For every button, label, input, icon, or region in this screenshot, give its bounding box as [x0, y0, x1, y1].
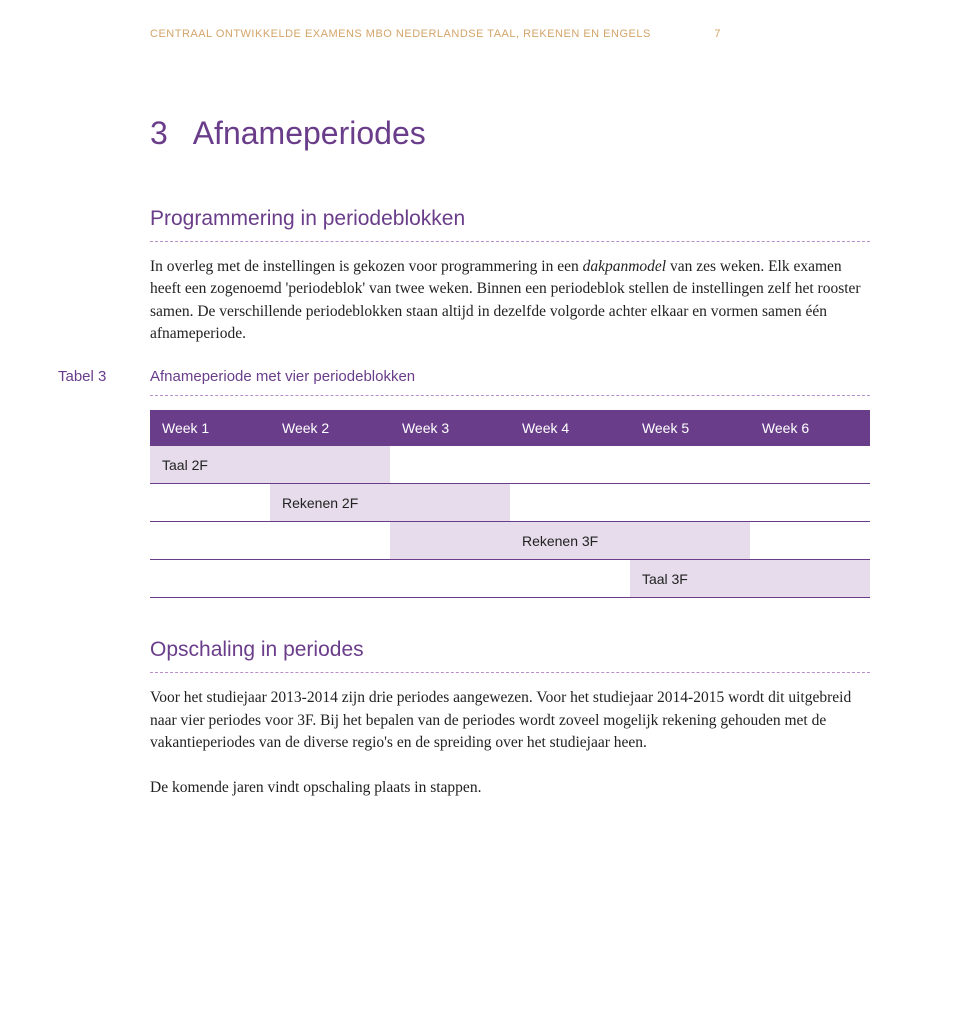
divider	[150, 672, 870, 673]
paragraph-opschaling-2: De komende jaren vindt opschaling plaats…	[150, 777, 870, 799]
table-cell	[630, 484, 750, 522]
table-cell: Rekenen 3F	[510, 522, 630, 560]
paragraph-programmering: In overleg met de instellingen is gekoze…	[150, 256, 870, 346]
table-cell	[750, 446, 870, 484]
section-title-programmering: Programmering in periodeblokken	[150, 207, 870, 231]
table-body: Taal 2FRekenen 2F Rekenen 3FTaal 3F	[150, 446, 870, 598]
table-caption: Afnameperiode met vier periodeblokken	[150, 368, 870, 385]
paragraph-opschaling-1: Voor het studiejaar 2013-2014 zijn drie …	[150, 687, 870, 754]
para-text-before: In overleg met de instellingen is gekoze…	[150, 258, 583, 275]
table-row: Taal 3F	[150, 560, 870, 598]
table-cell	[630, 522, 750, 560]
running-header-text: CENTRAAL ONTWIKKELDE EXAMENS MBO NEDERLA…	[150, 28, 651, 40]
chapter-number: 3	[150, 115, 168, 151]
table-cell	[510, 446, 630, 484]
table-cell	[390, 560, 510, 598]
table-cell	[750, 522, 870, 560]
divider	[150, 395, 870, 396]
para-text-em: dakpanmodel	[583, 258, 667, 275]
table-cell	[510, 484, 630, 522]
table-cell	[150, 484, 270, 522]
table-label: Tabel 3	[58, 368, 106, 385]
table-cell: Taal 2F	[150, 446, 270, 484]
table-row: Rekenen 2F	[150, 484, 870, 522]
table-cell: Taal 3F	[630, 560, 750, 598]
table-col-week2: Week 2	[270, 410, 390, 446]
chapter-title: 3 Afnameperiodes	[150, 115, 870, 152]
table-cell: Rekenen 2F	[270, 484, 390, 522]
table-cell	[750, 484, 870, 522]
table-cell	[390, 522, 510, 560]
table-col-week1: Week 1	[150, 410, 270, 446]
table-col-week6: Week 6	[750, 410, 870, 446]
divider	[150, 241, 870, 242]
table-cell	[630, 446, 750, 484]
table-cell	[270, 522, 390, 560]
table-row: Taal 2F	[150, 446, 870, 484]
table-col-week5: Week 5	[630, 410, 750, 446]
table-cell	[270, 560, 390, 598]
section-programmering: Programmering in periodeblokken In overl…	[150, 207, 870, 346]
table-header-row: Week 1 Week 2 Week 3 Week 4 Week 5 Week …	[150, 410, 870, 446]
table-cell	[270, 446, 390, 484]
section-opschaling: Opschaling in periodes Voor het studieja…	[150, 638, 870, 799]
table-cell	[390, 446, 510, 484]
table-cell	[150, 560, 270, 598]
table-col-week3: Week 3	[390, 410, 510, 446]
page-number: 7	[714, 28, 721, 40]
running-header: CENTRAAL ONTWIKKELDE EXAMENS MBO NEDERLA…	[150, 28, 870, 40]
table-caption-row: Tabel 3 Afnameperiode met vier periodebl…	[150, 368, 870, 396]
table-col-week4: Week 4	[510, 410, 630, 446]
table-cell	[750, 560, 870, 598]
section-title-opschaling: Opschaling in periodes	[150, 638, 870, 662]
table-cell	[150, 522, 270, 560]
table-cell	[390, 484, 510, 522]
page-container: CENTRAAL ONTWIKKELDE EXAMENS MBO NEDERLA…	[0, 0, 960, 861]
table-row: Rekenen 3F	[150, 522, 870, 560]
chapter-name: Afnameperiodes	[193, 115, 426, 151]
schedule-table: Week 1 Week 2 Week 3 Week 4 Week 5 Week …	[150, 410, 870, 599]
table-cell	[510, 560, 630, 598]
